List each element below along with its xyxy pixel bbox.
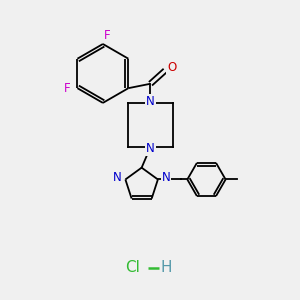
Text: O: O	[167, 61, 176, 74]
Text: H: H	[160, 260, 172, 275]
Text: F: F	[104, 29, 111, 42]
Text: F: F	[64, 82, 70, 95]
Text: N: N	[146, 95, 155, 108]
Text: N: N	[162, 172, 170, 184]
Text: N: N	[146, 142, 155, 155]
Text: Cl: Cl	[125, 260, 140, 275]
Text: N: N	[113, 172, 122, 184]
